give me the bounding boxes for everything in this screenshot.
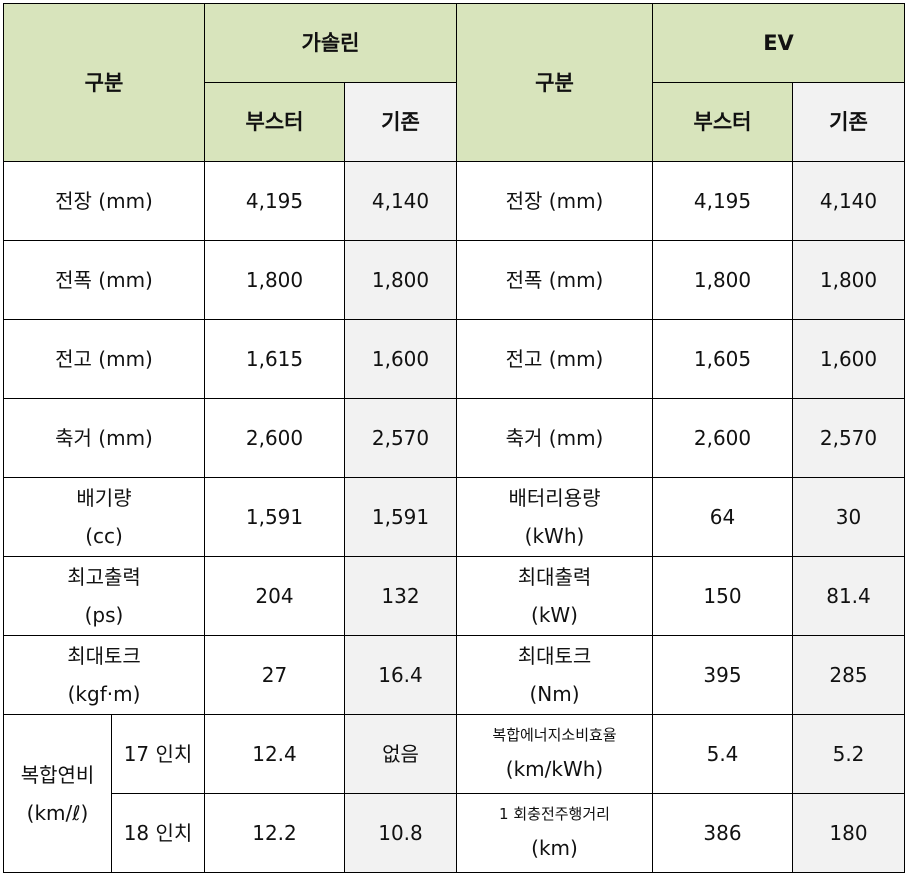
cell-ev-existing: 5.2 [792, 714, 905, 794]
cell-ev-booster: 1,800 [652, 240, 793, 320]
cell-ev-booster: 64 [652, 477, 793, 557]
cell-booster: 27 [204, 635, 345, 715]
header-ev-booster: 부스터 [652, 82, 793, 162]
cell-ev-existing: 4,140 [792, 161, 905, 241]
label-line-2: (kWh) [524, 524, 585, 548]
row-label: 최고출력 (ps) [3, 556, 205, 636]
row-label-ev: 1 회충전주행거리 (km) [456, 793, 653, 873]
label-line-1: 복합에너지소비효율 [492, 726, 617, 744]
cell-ev-existing: 285 [792, 635, 905, 715]
table-row-fuel-18: 18 인치 12.2 10.8 1 회충전주행거리 (km) 386 180 [4, 793, 905, 873]
label-line-1: 복합연비 [20, 762, 95, 787]
cell-existing: 1,591 [344, 477, 457, 557]
row-label-ev: 축거 (mm) [456, 398, 653, 478]
row-label-ev: 전장 (mm) [456, 161, 653, 241]
row-label: 전장 (mm) [3, 161, 205, 241]
cell-booster: 4,195 [204, 161, 345, 241]
cell-booster: 1,591 [204, 477, 345, 557]
cell-ev-booster: 2,600 [652, 398, 793, 478]
cell-ev-booster: 386 [652, 793, 793, 873]
header-ev: EV [652, 3, 905, 83]
header-gasoline: 가솔린 [204, 3, 457, 83]
header-row-sub: 부스터 기존 부스터 기존 [4, 82, 905, 162]
table-row-displacement: 배기량 (cc) 1,591 1,591 배터리용량 (kWh) 64 30 [3, 477, 905, 557]
header-gasoline-existing: 기존 [344, 82, 457, 162]
row-sub-label: 17 인치 [111, 714, 205, 794]
row-label-ev: 최대출력 (kW) [456, 556, 653, 636]
cell-ev-booster: 5.4 [652, 714, 793, 794]
label-line-1: 최대토크 [517, 644, 592, 668]
cell-booster: 1,800 [204, 240, 345, 320]
header-row-top: 구분 가솔린 구분 EV [3, 3, 905, 162]
row-label: 전폭 (mm) [3, 240, 205, 320]
cell-ev-existing: 180 [792, 793, 905, 873]
label-line-1: 최고출력 [67, 565, 141, 589]
table-row: 전장 (mm) 4,195 4,140 전장 (mm) 4,195 4,140 [3, 161, 905, 241]
label-line-2: (cc) [85, 524, 123, 548]
label-line-2: (Nm) [529, 682, 580, 706]
row-label-ev: 복합에너지소비효율 (km/kWh) [456, 714, 653, 794]
cell-existing: 2,570 [344, 398, 457, 478]
row-label: 최대토크 (kgf·m) [3, 635, 205, 715]
label-line-1: 최대출력 [517, 565, 592, 589]
cell-ev-existing: 2,570 [792, 398, 905, 478]
cell-ev-existing: 1,600 [792, 319, 905, 399]
cell-booster: 204 [204, 556, 345, 636]
row-sub-label: 18 인치 [111, 793, 205, 873]
table-row-power: 최고출력 (ps) 204 132 최대출력 (kW) 150 81.4 [3, 556, 905, 636]
spec-comparison-table: 구분 가솔린 구분 EV 부스터 기존 부스터 기존 전장 (mm) 4,195… [3, 3, 905, 873]
row-label-ev: 최대토크 (Nm) [456, 635, 653, 715]
cell-existing: 16.4 [344, 635, 457, 715]
table-row-torque: 최대토크 (kgf·m) 27 16.4 최대토크 (Nm) 395 285 [3, 635, 905, 715]
row-label: 축거 (mm) [3, 398, 205, 478]
table-row-fuel-17: 복합연비 (km/ℓ) 17 인치 12.4 없음 복합에너지소비효율 (km/… [3, 714, 905, 873]
label-line-1: 최대토크 [67, 644, 141, 668]
label-line-2: (km/kWh) [505, 757, 604, 781]
header-ev-existing: 기존 [792, 82, 905, 162]
cell-booster: 1,615 [204, 319, 345, 399]
table-row: 전고 (mm) 1,615 1,600 전고 (mm) 1,605 1,600 [3, 319, 905, 399]
label-line-2: (km) [531, 836, 578, 860]
cell-existing: 1,600 [344, 319, 457, 399]
cell-ev-existing: 81.4 [792, 556, 905, 636]
header-col-label-ev: 구분 [456, 3, 653, 162]
row-label-ev: 배터리용량 (kWh) [456, 477, 653, 557]
label-line-2: (ps) [84, 603, 124, 627]
cell-ev-existing: 1,800 [792, 240, 905, 320]
table-row: 축거 (mm) 2,600 2,570 축거 (mm) 2,600 2,570 [3, 398, 905, 478]
cell-existing: 4,140 [344, 161, 457, 241]
cell-booster: 2,600 [204, 398, 345, 478]
row-label: 전고 (mm) [3, 319, 205, 399]
cell-ev-booster: 1,605 [652, 319, 793, 399]
header-col-label: 구분 [3, 3, 205, 162]
row-label-ev: 전폭 (mm) [456, 240, 653, 320]
cell-ev-booster: 395 [652, 635, 793, 715]
cell-ev-booster: 150 [652, 556, 793, 636]
label-line-1: 배기량 [76, 486, 132, 510]
row-label: 배기량 (cc) [3, 477, 205, 557]
cell-booster: 12.4 [204, 714, 345, 794]
cell-existing: 1,800 [344, 240, 457, 320]
row-label-ev: 전고 (mm) [456, 319, 653, 399]
label-line-1: 배터리용량 [508, 486, 601, 510]
label-line-2: (km/ℓ) [26, 800, 89, 825]
cell-booster: 12.2 [204, 793, 345, 873]
cell-ev-booster: 4,195 [652, 161, 793, 241]
label-line-2: (kW) [531, 603, 578, 627]
cell-ev-existing: 30 [792, 477, 905, 557]
label-line-1: 1 회충전주행거리 [499, 805, 610, 823]
header-gasoline-booster: 부스터 [204, 82, 345, 162]
cell-existing: 132 [344, 556, 457, 636]
cell-existing: 없음 [344, 714, 457, 794]
row-label-fuel: 복합연비 (km/ℓ) [3, 714, 112, 873]
label-line-2: (kgf·m) [67, 682, 141, 706]
cell-existing: 10.8 [344, 793, 457, 873]
table-row: 전폭 (mm) 1,800 1,800 전폭 (mm) 1,800 1,800 [3, 240, 905, 320]
